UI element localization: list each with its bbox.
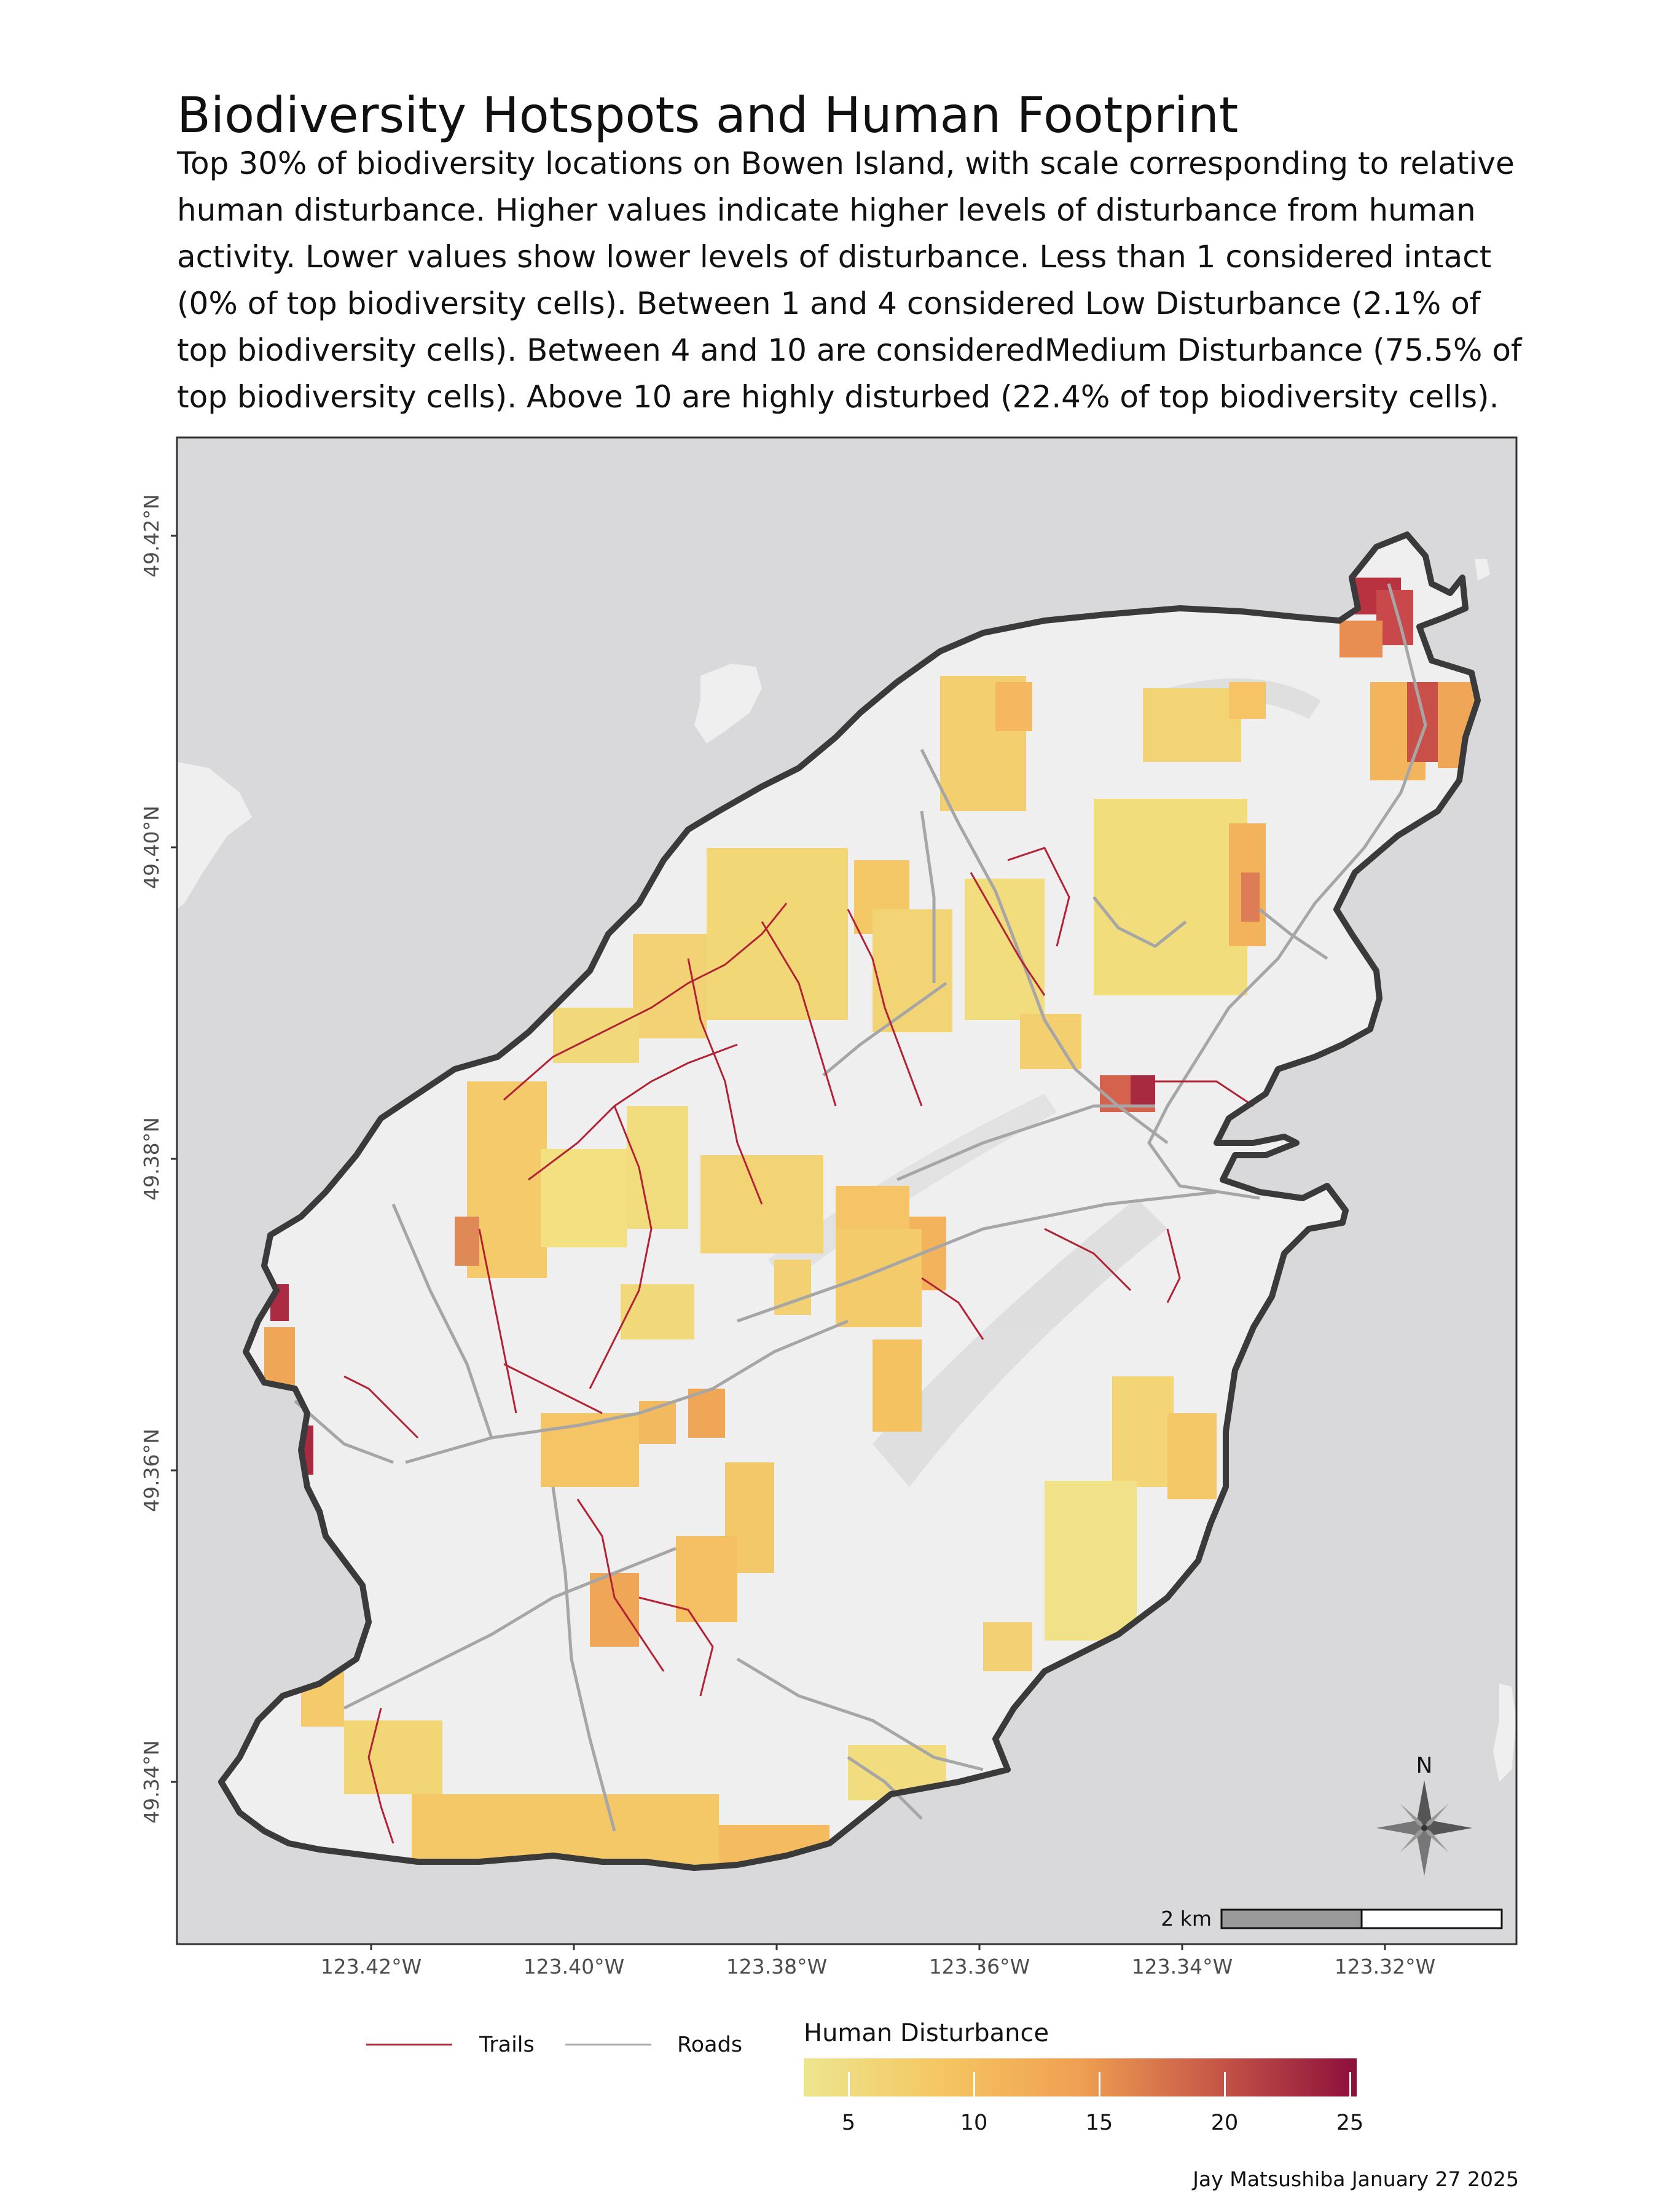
colorbar-tick-label: 15 — [1085, 2111, 1113, 2135]
author-caption: Jay Matsushiba January 27 2025 — [1193, 2167, 1519, 2191]
lon-tick-label: 123.32°W — [1335, 1955, 1436, 1979]
lat-tick-label: 49.34°N — [139, 1740, 163, 1824]
lat-axis — [171, 535, 177, 1783]
lon-tick-label: 123.40°W — [524, 1955, 625, 1979]
colorbar-tick — [973, 2072, 975, 2096]
line-legend: Trails Roads — [363, 2028, 768, 2065]
trails-legend-label: Trails — [479, 2033, 535, 2057]
trails-layer — [343, 847, 1254, 1844]
north-arrow-label: N — [1416, 1753, 1433, 1778]
colorbar-tick-label: 10 — [960, 2111, 988, 2135]
colorbar-tick-label: 25 — [1336, 2111, 1364, 2135]
lat-tick-label: 49.40°N — [139, 806, 163, 889]
colorbar-tick-label: 5 — [841, 2111, 856, 2135]
lat-tick-label: 49.42°N — [139, 494, 163, 578]
scale-bar: 2 km — [1161, 1907, 1503, 1931]
lat-tick-label: 49.36°N — [139, 1429, 163, 1512]
roads-layer — [294, 583, 1427, 1832]
map-subtitle: Top 30% of biodiversity locations on Bow… — [177, 146, 1522, 415]
roads-swatch — [565, 2044, 651, 2045]
mainland-west — [177, 762, 252, 909]
island-southeast — [1493, 1684, 1516, 1782]
lon-tick-label: 123.34°W — [1132, 1955, 1233, 1979]
colorbar — [804, 2058, 1357, 2096]
islet-east — [1475, 559, 1490, 581]
scale-bar-label: 2 km — [1161, 1907, 1212, 1931]
lon-tick-label: 123.42°W — [321, 1955, 422, 1979]
lon-tick-label: 123.36°W — [929, 1955, 1030, 1979]
colorbar-title: Human Disturbance — [804, 2019, 1049, 2047]
roads-legend-label: Roads — [677, 2033, 743, 2057]
lat-tick-label: 49.38°N — [139, 1117, 163, 1201]
lon-axis — [370, 1944, 1386, 1950]
colorbar-tick — [1349, 2072, 1351, 2096]
islet-north — [694, 664, 762, 743]
map-title: Biodiversity Hotspots and Human Footprin… — [177, 87, 1239, 144]
colorbar-tick-label: 20 — [1210, 2111, 1239, 2135]
colorbar-tick — [848, 2072, 850, 2096]
colorbar-tick — [1224, 2072, 1226, 2096]
coastline — [218, 531, 1481, 1871]
trails-swatch — [366, 2044, 452, 2045]
lon-tick-label: 123.38°W — [726, 1955, 828, 1979]
north-arrow: N — [1376, 1753, 1472, 1876]
map-panel-border — [176, 436, 1518, 1945]
colorbar-tick — [1099, 2072, 1100, 2096]
